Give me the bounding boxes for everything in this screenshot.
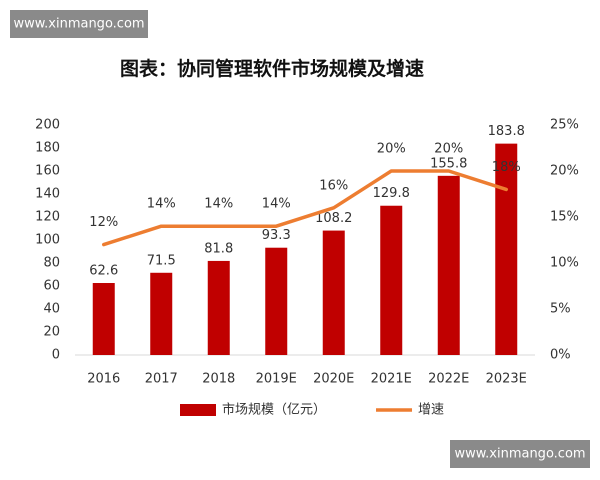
line-value-label: 20% (434, 142, 463, 157)
x-tick-label: 2019E (256, 372, 297, 387)
chart-title: 图表：协同管理软件市场规模及增速 (120, 57, 424, 80)
x-tick-label: 2018 (202, 372, 235, 387)
bar (265, 247, 288, 355)
y2-tick-label: 25% (550, 118, 579, 133)
y-tick-label: 80 (43, 256, 60, 271)
line-value-label: 16% (319, 178, 348, 193)
y-tick-label: 20 (43, 325, 60, 340)
y-tick-label: 180 (35, 141, 60, 156)
bar (150, 272, 173, 355)
bar-value-label: 93.3 (262, 228, 291, 243)
line-value-label: 12% (89, 215, 118, 230)
y2-tick-label: 0% (550, 348, 571, 363)
y-tick-label: 200 (35, 118, 60, 133)
bar-value-label: 183.8 (488, 124, 525, 139)
bar (495, 143, 518, 355)
bar-value-label: 155.8 (430, 156, 467, 171)
bar-value-label: 108.2 (315, 211, 352, 226)
y-tick-label: 160 (35, 164, 60, 179)
y2-tick-label: 20% (550, 164, 579, 179)
bar (322, 230, 345, 355)
legend-label: 增速 (418, 403, 444, 418)
y-tick-label: 120 (35, 210, 60, 225)
y2-tick-label: 5% (550, 302, 571, 317)
y-tick-label: 140 (35, 187, 60, 202)
watermark-box (450, 440, 590, 468)
line-value-label: 14% (262, 197, 291, 212)
line-value-label: 18% (492, 160, 521, 175)
legend-swatch (180, 404, 216, 416)
watermark: www.xinmango.com (454, 447, 585, 462)
y-tick-label: 100 (35, 233, 60, 248)
x-tick-label: 2016 (87, 372, 120, 387)
x-tick-label: 2017 (145, 372, 178, 387)
line-value-label: 20% (377, 142, 406, 157)
x-tick-label: 2020E (313, 372, 354, 387)
y-tick-label: 0 (52, 348, 60, 363)
bar-value-label: 62.6 (89, 264, 118, 279)
watermark-box (10, 10, 148, 38)
watermark: www.xinmango.com (13, 17, 144, 32)
y2-tick-label: 15% (550, 210, 579, 225)
bar (92, 283, 115, 355)
bar (437, 175, 460, 355)
line-value-label: 14% (147, 197, 176, 212)
bar (207, 260, 230, 355)
bar (380, 205, 403, 355)
y-tick-label: 60 (43, 279, 60, 294)
legend-label: 市场规模（亿元） (222, 402, 326, 418)
x-tick-label: 2021E (371, 372, 412, 387)
bar-value-label: 71.5 (147, 253, 176, 268)
growth-line (102, 169, 508, 247)
x-tick-label: 2023E (486, 372, 527, 387)
y2-tick-label: 10% (550, 256, 579, 271)
line-value-label: 14% (204, 197, 233, 212)
bar-value-label: 81.8 (204, 241, 233, 256)
y-tick-label: 40 (43, 302, 60, 317)
x-tick-label: 2022E (428, 372, 469, 387)
bar-value-label: 129.8 (373, 186, 410, 201)
